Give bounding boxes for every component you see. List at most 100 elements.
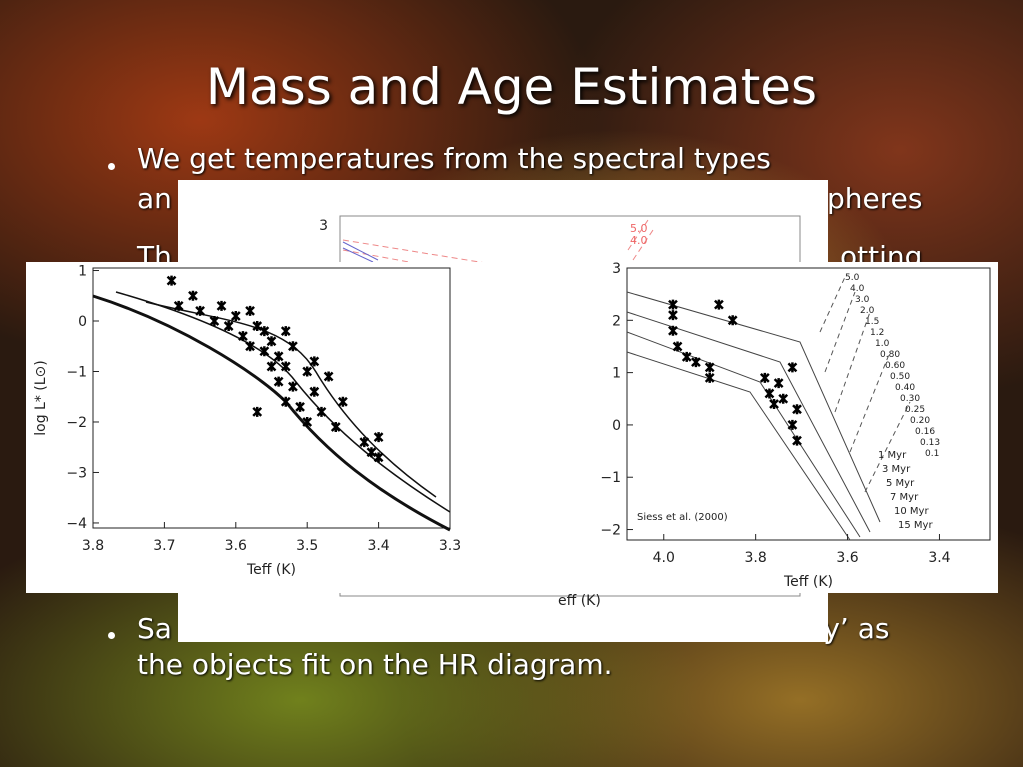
y-tick-label: 0 <box>78 314 87 330</box>
data-point <box>759 372 770 383</box>
figure-left: 3.8 3.7 3.6 3.5 3.4 3.3 1 0 −1 −2 −3 −4 Teff (K) log … <box>26 262 520 593</box>
bullet-text: pheres <box>827 182 923 215</box>
x-axis-label: Teff (K) <box>246 562 296 578</box>
data-point <box>373 452 384 463</box>
data-point <box>230 310 241 321</box>
data-point <box>359 437 370 448</box>
age-label: 10 Myr <box>894 506 929 517</box>
track <box>626 291 881 541</box>
data-point <box>302 366 313 377</box>
data-point <box>252 321 263 332</box>
track <box>92 294 451 532</box>
x-tick-label: 4.0 <box>653 550 675 566</box>
track <box>342 241 379 263</box>
x-tick-label: 3.6 <box>225 538 247 554</box>
data-point <box>273 351 284 362</box>
data-point <box>769 399 779 409</box>
mass-label: 0.13 <box>920 438 940 448</box>
y-tick-label: 2 <box>612 313 621 329</box>
mass-label: 1.0 <box>875 339 890 349</box>
x-tick-label: 3.4 <box>928 550 950 566</box>
data-point <box>323 371 334 382</box>
data-point <box>787 362 798 373</box>
mass-label: 4.0 <box>630 234 648 247</box>
plot-frame <box>626 267 991 541</box>
x-tick-label: 3.4 <box>367 538 389 554</box>
x-tick-label: 3.5 <box>296 538 318 554</box>
data-point <box>295 401 305 412</box>
data-point <box>288 381 298 392</box>
slide-title: Mass and Age Estimates <box>205 58 818 116</box>
data-point <box>366 447 377 458</box>
y-tick-label: −4 <box>66 516 87 532</box>
data-point <box>787 419 798 430</box>
data-point <box>173 300 184 311</box>
mass-label: 5.0 <box>845 273 860 283</box>
y-tick-label: 3 <box>319 218 328 234</box>
data-point <box>714 299 724 310</box>
mass-label: 4.0 <box>850 284 865 294</box>
data-point <box>672 341 683 352</box>
y-tick-label: −3 <box>66 465 87 481</box>
data-point <box>309 356 320 367</box>
citation: Siess et al. (2000) <box>637 512 728 523</box>
x-axis-label: eff (K) <box>558 593 601 609</box>
x-tick-label: 3.8 <box>745 550 767 566</box>
data-point <box>316 406 327 417</box>
y-tick-label: −1 <box>66 364 87 380</box>
mass-label: 0.50 <box>890 372 910 382</box>
data-point <box>252 406 263 417</box>
data-point <box>704 362 715 373</box>
data-point <box>681 351 692 362</box>
data-point <box>288 341 298 352</box>
bullet-text: an <box>137 182 172 215</box>
y-axis-label: log L* (L⊙) <box>33 360 49 436</box>
mass-label: 1.2 <box>870 328 884 338</box>
mass-label: 3.0 <box>855 295 870 305</box>
track <box>819 276 911 493</box>
mass-label: 0.25 <box>905 405 925 415</box>
age-label: 5 Myr <box>886 478 915 489</box>
data-point <box>166 275 177 286</box>
mass-label: 1.5 <box>865 317 879 327</box>
mass-label: 0.1 <box>925 449 939 459</box>
y-tick-label: −2 <box>66 415 87 431</box>
mass-label: 0.16 <box>915 427 935 437</box>
data-point <box>188 290 198 301</box>
data-point <box>704 372 715 383</box>
data-point <box>280 326 291 337</box>
data-point <box>778 393 789 404</box>
data-point <box>330 422 341 433</box>
mass-label: 0.40 <box>895 383 915 393</box>
data-point <box>216 300 227 311</box>
mass-label: 5.0 <box>630 222 648 235</box>
data-point <box>245 341 255 352</box>
data-point <box>266 336 277 347</box>
data-point <box>309 386 320 397</box>
y-tick-label: −1 <box>600 470 621 486</box>
data-point <box>668 310 678 321</box>
bullet-dot <box>108 632 115 639</box>
data-point <box>792 435 802 446</box>
data-point <box>373 432 384 443</box>
data-point <box>691 357 701 368</box>
data-point <box>764 388 775 399</box>
data-point <box>668 299 678 310</box>
age-label: 7 Myr <box>890 492 919 503</box>
x-tick-label: 3.7 <box>153 538 175 554</box>
data-point <box>259 346 270 357</box>
bullet-dot <box>108 163 115 170</box>
x-tick-label: 3.6 <box>836 550 858 566</box>
age-label: 3 Myr <box>882 464 911 475</box>
data-point <box>209 316 220 327</box>
data-point <box>280 361 291 372</box>
mass-label: 0.30 <box>900 394 920 404</box>
y-tick-label: −2 <box>600 523 621 539</box>
y-tick-label: 1 <box>612 366 621 382</box>
data-point <box>280 396 291 407</box>
y-tick-label: 1 <box>78 264 87 280</box>
bullet-text: the objects fit on the HR diagram. <box>137 648 613 681</box>
data-point <box>245 305 255 316</box>
